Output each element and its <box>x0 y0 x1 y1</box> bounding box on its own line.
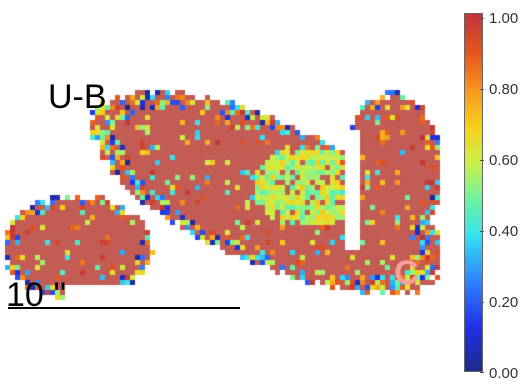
colorbar-tick-label: 0.20 <box>489 294 519 311</box>
colorbar-tick-label: 0.80 <box>489 81 519 98</box>
colorbar <box>464 13 483 372</box>
colorbar-notch <box>480 231 484 232</box>
colorbar-tick-label: 0.00 <box>489 365 519 382</box>
colorbar-notch <box>480 160 484 161</box>
colorbar-notch <box>480 302 484 303</box>
colorbar-notch <box>480 372 484 373</box>
colorbar-tick-label: 0.40 <box>489 223 519 240</box>
map-label: U-B <box>48 78 107 116</box>
colorbar-tick-label: 0.60 <box>489 152 519 169</box>
scale-bar-label: 10 '' <box>6 276 67 314</box>
colorbar-notch <box>480 18 484 19</box>
panel-letter: C <box>394 254 419 292</box>
scale-bar <box>8 307 240 309</box>
colorbar-tick-label: 1.00 <box>489 10 519 27</box>
colorbar-notch <box>480 89 484 90</box>
